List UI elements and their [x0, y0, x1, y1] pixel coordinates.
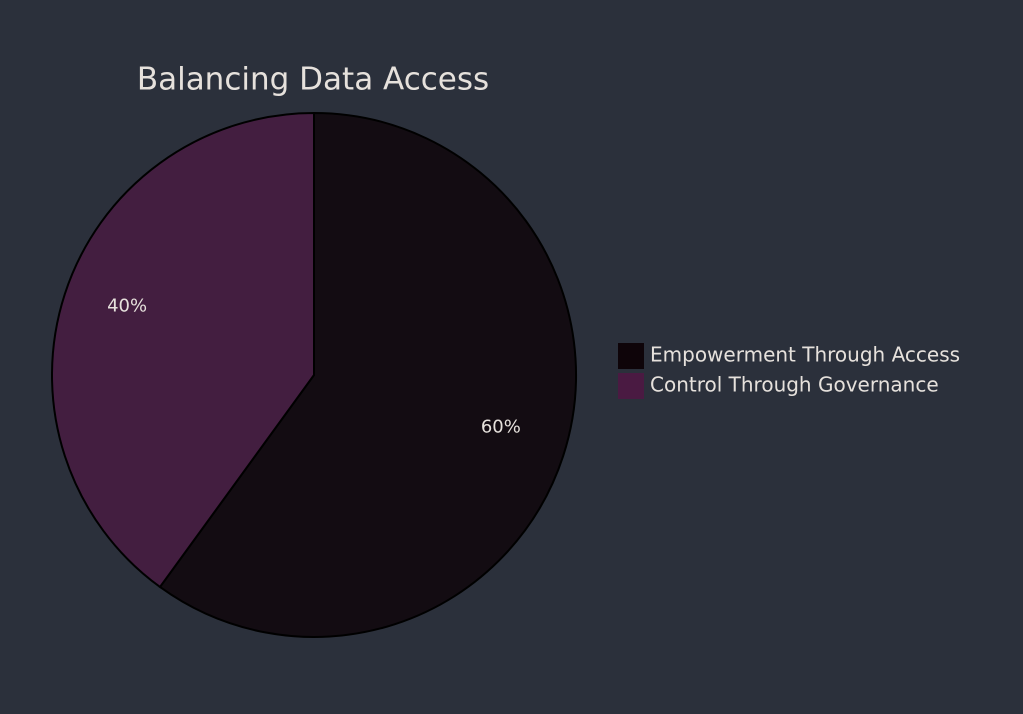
pie-slice: [158, 111, 577, 638]
chart-title: Balancing Data Access: [137, 62, 489, 98]
data-label: 40%: [107, 295, 147, 316]
legend-label: Empowerment Through Access: [650, 343, 960, 367]
data-label: 60%: [481, 417, 521, 438]
legend-swatch: [618, 373, 644, 399]
pie-slice: [51, 111, 315, 589]
legend-label: Control Through Governance: [650, 373, 939, 397]
legend-swatch: [618, 343, 644, 369]
